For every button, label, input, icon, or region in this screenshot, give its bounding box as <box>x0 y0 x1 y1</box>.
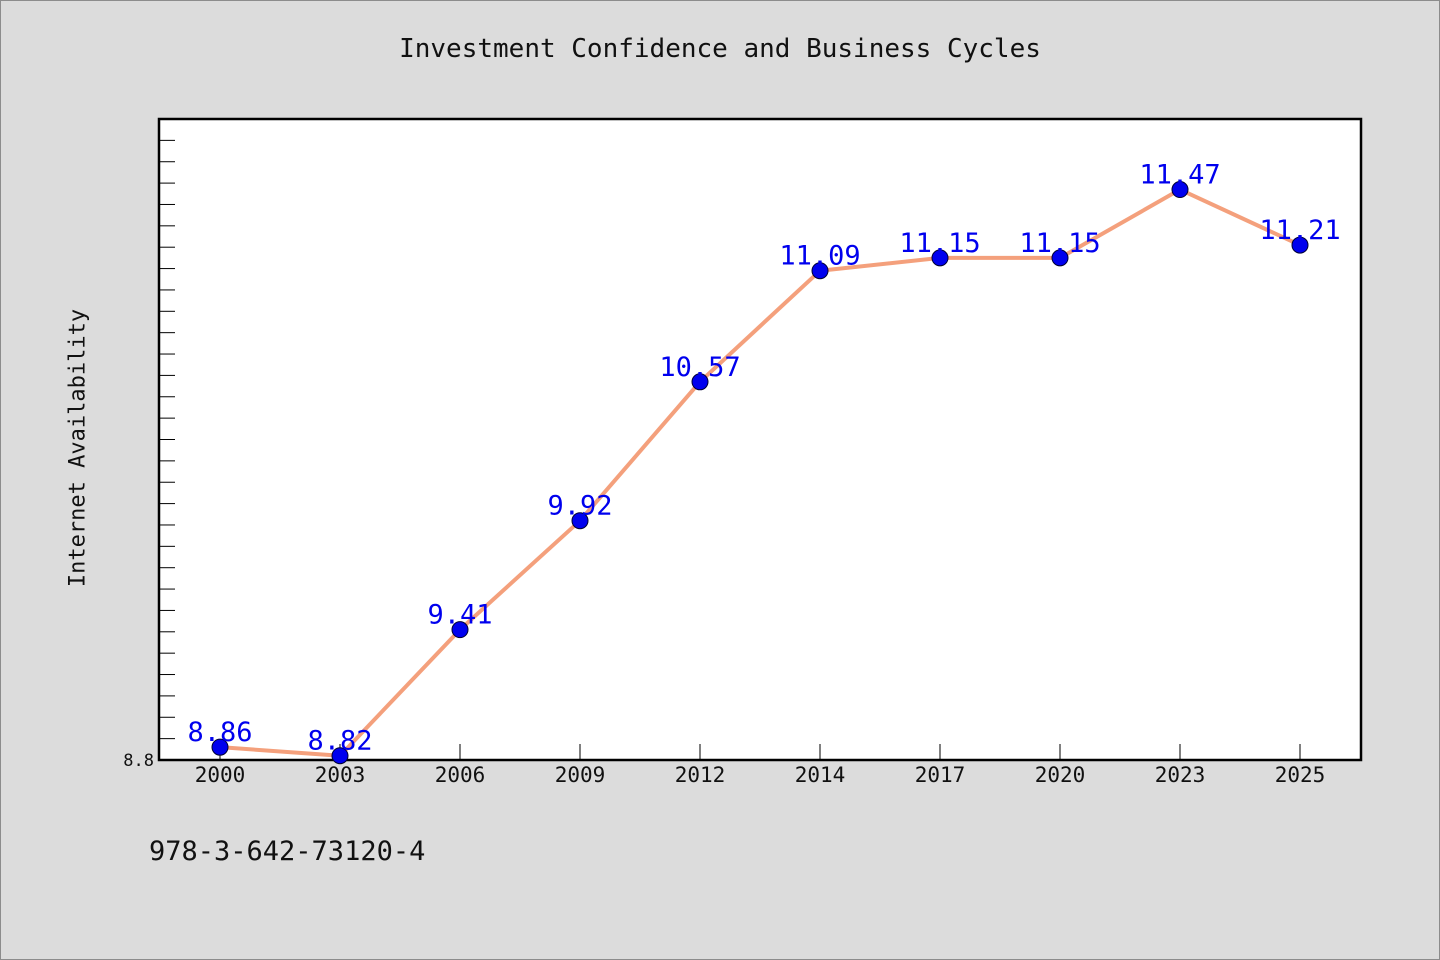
data-label: 8.86 <box>187 717 252 748</box>
x-axis-ticks: 2000 2003 2006 2009 2012 2014 2017 2020 2023 2025 <box>195 744 1326 787</box>
data-point <box>1291 236 1309 254</box>
chart-title: Investment Confidence and Business Cycle… <box>399 34 1041 64</box>
data-point <box>571 512 589 530</box>
data-label: 9.41 <box>427 600 492 631</box>
y-tick-label: 8.8 <box>123 751 154 771</box>
data-point <box>331 747 349 765</box>
series-line <box>219 187 1301 758</box>
data-labels: 8.86 8.82 9.41 9.92 10.57 11.09 11.15 11.15 11.4… <box>187 160 1340 757</box>
data-points <box>211 181 1309 765</box>
data-point <box>931 249 949 267</box>
data-point <box>691 373 709 391</box>
data-label: 11.09 <box>779 241 860 272</box>
x-tick-label: 2025 <box>1275 763 1326 787</box>
data-label: 11.15 <box>1019 228 1100 259</box>
x-tick-label: 2006 <box>435 763 486 787</box>
x-tick-label: 2020 <box>1035 763 1086 787</box>
data-point <box>811 262 829 280</box>
y-axis-ticks: 8.8 <box>123 139 175 771</box>
data-point <box>451 621 469 639</box>
data-point <box>211 738 229 756</box>
data-label: 9.92 <box>547 491 612 522</box>
isbn-footer-text: 978-3-642-73120-4 <box>149 836 426 867</box>
plot-area <box>157 117 1363 762</box>
x-tick-label: 2003 <box>315 763 366 787</box>
data-label: 8.82 <box>307 726 372 757</box>
data-label: 11.47 <box>1139 160 1220 191</box>
data-point <box>1051 249 1069 267</box>
x-tick-label: 2012 <box>675 763 726 787</box>
data-label: 11.21 <box>1259 215 1340 246</box>
x-tick-label: 2014 <box>795 763 846 787</box>
data-label: 10.57 <box>659 352 740 383</box>
data-label: 11.15 <box>899 228 980 259</box>
x-tick-label: 2009 <box>555 763 606 787</box>
x-tick-label: 2023 <box>1155 763 1206 787</box>
x-tick-label: 2017 <box>915 763 966 787</box>
x-tick-label: 2000 <box>195 763 246 787</box>
data-point <box>1171 181 1189 199</box>
